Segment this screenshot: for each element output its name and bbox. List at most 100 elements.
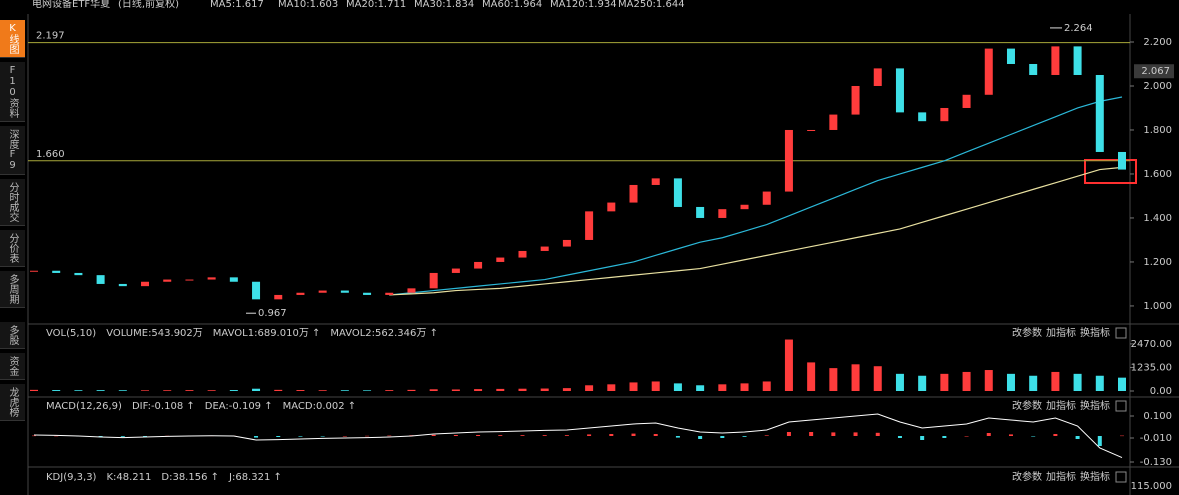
macd-bar [920, 436, 925, 440]
macd-bar [675, 436, 680, 438]
macd-bar [1075, 436, 1080, 439]
sidebar-tab[interactable]: 深度F9 [0, 126, 25, 175]
close-button[interactable] [1115, 327, 1127, 339]
macd-bar [1097, 436, 1102, 446]
close-button[interactable] [1115, 471, 1127, 483]
price-candle [340, 290, 349, 293]
price-candle [651, 178, 660, 185]
volume-bar [984, 370, 993, 391]
volume-bar [807, 362, 816, 391]
volume-bar [696, 385, 705, 391]
macd-bar [1120, 435, 1124, 437]
price-candle [407, 288, 416, 293]
y-tick-label: 1.600 [1143, 169, 1172, 180]
volume-bar [651, 381, 660, 391]
price-candle [1073, 46, 1082, 75]
price-candle [762, 191, 771, 205]
close-button[interactable] [1115, 400, 1127, 412]
sidebar: K线图 F10资料深度F9 分时成交分价表多周期多股资金龙虎榜 [0, 20, 25, 425]
volume-bar [30, 389, 38, 391]
price-candle [74, 272, 83, 276]
price-candle [385, 292, 394, 295]
panel-button[interactable]: 换指标 [1080, 470, 1110, 483]
y-tick-label: 2470.00 [1131, 339, 1172, 350]
price-candle [1095, 74, 1104, 152]
ma-label: MA20:1.711 [346, 0, 406, 10]
level-label: 2.197 [36, 31, 65, 42]
volume-bar [1095, 375, 1104, 391]
price-candle [962, 94, 971, 108]
panel-button[interactable]: 换指标 [1080, 326, 1110, 339]
volume-bar [163, 390, 172, 391]
indicator-label: MAVOL1:689.010万 ↑ [213, 328, 321, 339]
indicator-label: K:48.211 [106, 472, 151, 483]
panel-button[interactable]: 改参数 [1012, 470, 1042, 483]
macd-bar [609, 434, 614, 436]
sidebar-tab[interactable]: 资金 [0, 353, 25, 380]
volume-bar [918, 375, 927, 391]
price-candle [207, 277, 216, 280]
y-tick-label: 1.400 [1143, 213, 1172, 224]
current-price-box [1134, 64, 1174, 79]
y-tick-label: -0.010 [1140, 433, 1172, 444]
macd-bar [520, 435, 525, 436]
macd-bar [720, 436, 725, 438]
price-candle [318, 290, 327, 293]
ma-label: MA250:1.644 [618, 0, 685, 10]
price-candle [696, 206, 705, 218]
sidebar-tab[interactable]: K线图 [0, 20, 25, 58]
y-tick-label: 0.00 [1150, 386, 1172, 397]
price-candle [96, 275, 105, 284]
volume-bar [496, 388, 505, 391]
sidebar-tab[interactable]: 分价表 [0, 230, 25, 267]
volume-bar [784, 339, 793, 391]
macd-bar [365, 435, 370, 437]
sidebar-tab[interactable]: 分时成交 [0, 179, 25, 226]
y-tick-label: -0.130 [1140, 457, 1172, 468]
volume-bar [562, 388, 571, 391]
sidebar-tab[interactable]: 多周期 [0, 271, 25, 308]
panel-button[interactable]: 加指标 [1046, 470, 1076, 483]
macd-bar [298, 436, 303, 437]
price-candle [740, 204, 749, 210]
volume-bar [629, 382, 638, 391]
panel-button[interactable]: 改参数 [1012, 326, 1042, 339]
sidebar-tab[interactable]: 多股 [0, 322, 25, 349]
price-candle [807, 129, 816, 131]
macd-bar [875, 432, 880, 436]
indicator-label: J:68.321 ↑ [228, 472, 282, 483]
highlight-box [1084, 159, 1137, 184]
macd-bar [498, 435, 503, 436]
macd-bar [431, 434, 436, 436]
panel-button[interactable]: 换指标 [1080, 399, 1110, 412]
volume-bar [96, 390, 105, 391]
price-candle [585, 211, 594, 240]
price-candle [851, 85, 860, 115]
macd-bar [587, 434, 592, 436]
macd-bar [320, 436, 325, 437]
price-candle [451, 268, 460, 273]
volume-bar [74, 390, 83, 391]
price-candle [141, 281, 150, 287]
volume-bar [252, 388, 261, 391]
y-tick-label: 1235.00 [1131, 362, 1172, 373]
volume-bar [451, 389, 460, 391]
macd-bar [476, 435, 481, 436]
volume-bar [851, 364, 860, 391]
sidebar-tab[interactable]: 龙虎榜 [0, 384, 25, 421]
macd-bar [897, 436, 902, 438]
panel-button[interactable]: 改参数 [1012, 399, 1042, 412]
period-label: (日线,前复权) [118, 0, 179, 10]
macd-bar [1008, 434, 1013, 436]
price-candle [296, 292, 305, 295]
macd-bar [742, 436, 747, 437]
volume-bar [1051, 371, 1060, 391]
volume-bar [185, 390, 194, 391]
sidebar-tab[interactable]: F10资料 [0, 62, 25, 122]
price-candle [829, 114, 838, 130]
current-price-label: 2.067 [1141, 66, 1170, 77]
panel-button[interactable]: 加指标 [1046, 326, 1076, 339]
panel-button[interactable]: 加指标 [1046, 399, 1076, 412]
volume-bar [585, 385, 594, 391]
volume-bar [141, 390, 150, 391]
